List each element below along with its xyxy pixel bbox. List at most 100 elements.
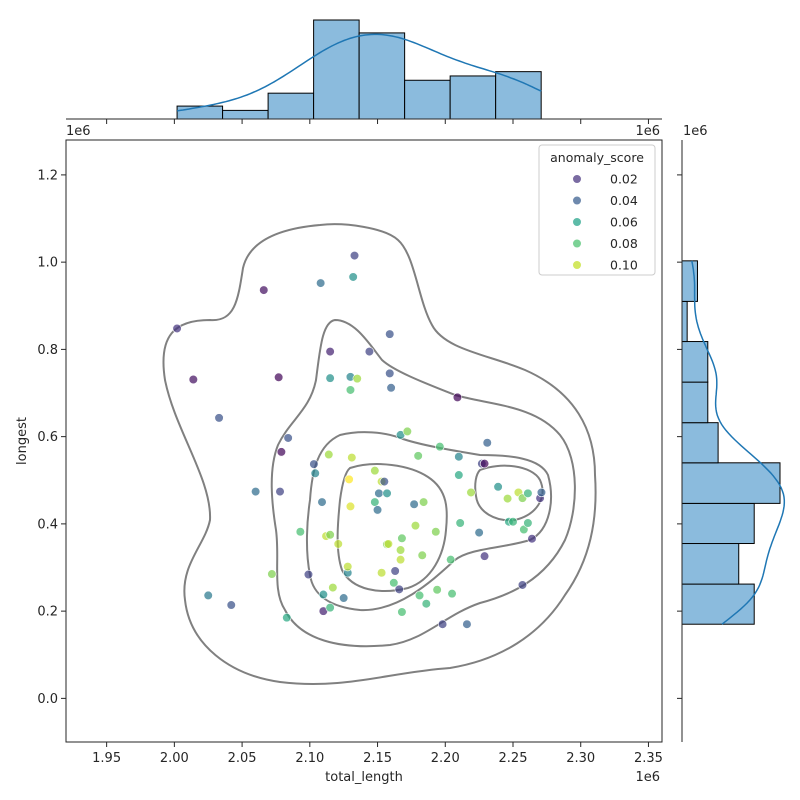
top-x-offset-label: 1e6 xyxy=(635,124,660,139)
scatter-point xyxy=(447,589,457,599)
legend: anomaly_score 0.02 0.04 0.06 0.08 0.10 xyxy=(538,144,656,276)
scatter-point xyxy=(325,603,335,613)
x-tick-label: 2.00 xyxy=(160,751,189,766)
scatter-point xyxy=(274,372,284,382)
top-histogram-bar xyxy=(313,19,360,120)
y-tick-label: 0.0 xyxy=(37,692,58,707)
top-histogram-bar xyxy=(267,92,315,120)
scatter-point xyxy=(275,487,285,497)
scatter-point xyxy=(364,346,375,357)
scatter-point xyxy=(333,539,343,549)
scatter-point xyxy=(370,497,380,507)
scatter-point xyxy=(479,459,490,469)
scatter-point xyxy=(259,285,269,295)
top-histogram-bar xyxy=(404,79,451,120)
scatter-point xyxy=(372,505,383,515)
x-offset-label: 1e6 xyxy=(635,770,660,785)
scatter-point xyxy=(344,474,354,484)
scatter-point xyxy=(397,607,407,617)
scatter-point xyxy=(523,488,533,498)
legend-marker xyxy=(572,217,582,227)
right-histogram-bar xyxy=(681,422,719,464)
scatter-point xyxy=(482,438,492,448)
scatter-point xyxy=(325,530,335,540)
scatter-point xyxy=(419,497,429,507)
scatter-point xyxy=(226,600,236,610)
scatter-point xyxy=(348,272,358,282)
scatter-point xyxy=(379,476,389,487)
y-tick-label: 0.6 xyxy=(37,430,58,445)
scatter-point xyxy=(385,368,395,378)
scatter-point xyxy=(377,568,387,578)
scatter-point xyxy=(172,323,182,334)
top-marginal-histogram xyxy=(66,19,662,124)
scatter-point xyxy=(309,459,319,469)
scatter-point xyxy=(390,566,400,576)
x-tick-label: 2.30 xyxy=(566,751,595,766)
scatter-point xyxy=(303,569,314,580)
scatter-point xyxy=(324,449,334,460)
scatter-point xyxy=(435,442,445,452)
scatter-point xyxy=(517,580,528,590)
kde-contours xyxy=(162,223,597,685)
legend-marker xyxy=(572,238,582,249)
scatter-point xyxy=(328,582,338,593)
scatter-point xyxy=(316,278,326,288)
scatter-point xyxy=(325,346,335,357)
scatter-point xyxy=(347,452,357,463)
scatter-point xyxy=(454,470,464,480)
scatter-point xyxy=(345,385,356,395)
x-tick-label: 2.35 xyxy=(634,751,663,766)
top-kde-curve xyxy=(176,33,542,112)
scatter-point xyxy=(519,524,529,535)
scatter-point xyxy=(536,487,547,498)
scatter-point xyxy=(414,590,425,601)
legend-label: 0.02 xyxy=(610,172,638,187)
legend-label: 0.04 xyxy=(610,193,638,208)
scatter-point xyxy=(295,527,305,537)
scatter-point xyxy=(394,584,404,594)
right-histogram-bar xyxy=(681,462,781,504)
scatter-point xyxy=(352,374,362,384)
scatter-point xyxy=(432,585,442,595)
scatter-point xyxy=(395,555,406,565)
right-histogram-bar xyxy=(681,381,709,424)
x-tick-label: 2.05 xyxy=(228,751,257,766)
y-axis-label: longest xyxy=(15,417,30,465)
top-histogram-bar xyxy=(358,32,406,120)
y-tick-label: 0.4 xyxy=(37,517,58,532)
right-marginal-histogram xyxy=(677,140,786,742)
scatter-point xyxy=(466,487,476,498)
top-histogram-bar xyxy=(176,105,224,120)
legend-label: 0.06 xyxy=(610,215,638,230)
scatter-point xyxy=(276,447,286,457)
scatter-point xyxy=(188,374,198,385)
scatter-point xyxy=(267,569,277,579)
scatter-point xyxy=(343,562,353,572)
y-tick-label: 0.8 xyxy=(37,343,58,358)
legend-marker xyxy=(572,260,582,270)
right-histogram-bar xyxy=(681,502,755,545)
scatter-point xyxy=(527,534,537,544)
scatter-point xyxy=(523,518,533,528)
scatter-point xyxy=(454,452,464,462)
main-axes: 1.95 2.00 2.05 2.10 2.15 2.20 2.25 2.30 2.35 0.0… xyxy=(15,124,708,785)
top-histogram-bar xyxy=(222,109,269,120)
scatter-point xyxy=(383,539,393,549)
legend-marker xyxy=(572,174,582,184)
legend-label: 0.08 xyxy=(610,236,638,251)
scatter-point xyxy=(251,487,261,497)
scatter-point xyxy=(310,468,320,478)
main-axes-frame xyxy=(65,139,663,743)
scatter-point xyxy=(410,521,421,531)
scatter-point xyxy=(502,493,513,504)
x-axis-label: total_length xyxy=(325,770,403,785)
right-histogram-bar xyxy=(681,341,709,383)
scatter-point xyxy=(345,501,356,512)
scatter-point xyxy=(493,482,503,492)
x-tick-label: 2.10 xyxy=(295,751,324,766)
right-y-offset-label: 1e6 xyxy=(683,124,708,139)
scatter-point xyxy=(446,555,456,565)
scatter-point xyxy=(282,613,292,623)
